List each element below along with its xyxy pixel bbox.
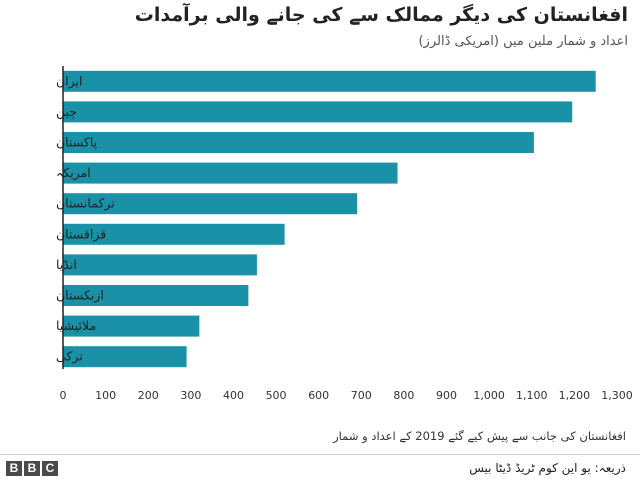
x-tick-label: 300 <box>180 389 201 402</box>
x-tick-label: 200 <box>138 389 159 402</box>
category-label: ترکمانستان <box>56 196 115 212</box>
category-label: ملائیشیا <box>56 318 96 333</box>
divider <box>0 454 640 455</box>
bar <box>63 162 398 184</box>
x-tick-label: 900 <box>436 389 457 402</box>
bbc-logo-letter: C <box>42 461 58 476</box>
bar <box>63 193 358 215</box>
x-tick-label: 1,200 <box>559 389 591 402</box>
x-tick-label: 1,300 <box>601 389 633 402</box>
bar <box>63 132 534 153</box>
x-tick-label: 100 <box>95 389 116 402</box>
x-tick-label: 400 <box>223 389 244 402</box>
x-tick-label: 500 <box>266 389 287 402</box>
bar <box>63 346 187 368</box>
x-tick-label: 0 <box>60 389 67 402</box>
bar <box>63 223 285 245</box>
chart-subtitle: اعداد و شمار ملین میں (امریکی ڈالرز) <box>418 34 628 49</box>
category-label: انڈیا <box>56 257 77 272</box>
bar <box>63 285 249 306</box>
category-label: ترکی <box>56 349 83 365</box>
category-label: چین <box>56 104 77 120</box>
category-label: امریکہ <box>56 165 91 181</box>
x-tick-label: 700 <box>351 389 372 402</box>
x-tick-label: 800 <box>393 389 414 402</box>
bar-chart: ایران چین پاکستان امریکہ ترکمانستان قزاقستان ا… <box>56 66 633 402</box>
bar <box>63 254 257 276</box>
bbc-logo-letter: B <box>24 461 40 476</box>
bar <box>63 101 573 123</box>
x-tick-label: 600 <box>308 389 329 402</box>
x-tick-label: 1,100 <box>516 389 548 402</box>
source-credit: ذریعہ: یو این کوم ٹریڈ ڈیٹا بیس <box>469 461 626 475</box>
bar <box>63 315 200 337</box>
category-label: پاکستان <box>56 135 98 150</box>
category-label: ایران <box>56 73 83 89</box>
bar <box>63 70 596 92</box>
category-label: قزاقستان <box>56 226 106 242</box>
chart-title: افغانستان کی دیگر ممالک سے کی جانے والی … <box>134 4 628 26</box>
category-label: ازبکستان <box>56 288 104 304</box>
footnote: افغانستان کی جانب سے پیش کیے گئے 2019 کے… <box>333 429 626 443</box>
bbc-logo: B B C <box>6 461 58 476</box>
x-tick-label: 1,000 <box>473 389 505 402</box>
bbc-logo-letter: B <box>6 461 22 476</box>
